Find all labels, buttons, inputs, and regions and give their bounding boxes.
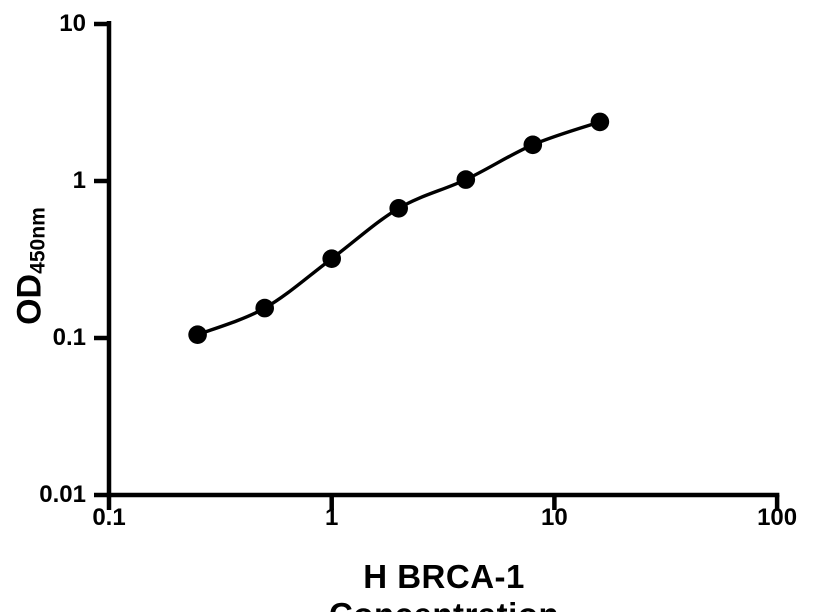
data-point xyxy=(255,298,274,318)
x-axis-title-text: H BRCA-1 Concentration (ng/mL) xyxy=(329,558,559,612)
y-tick-label: 1 xyxy=(72,167,86,194)
data-point xyxy=(523,135,543,155)
data-point xyxy=(456,170,476,189)
data-point xyxy=(322,249,342,268)
x-tick-label: 10 xyxy=(541,504,568,531)
y-axis-title-subscript: 450nm xyxy=(26,207,50,274)
data-point xyxy=(590,112,610,132)
data-point xyxy=(389,199,409,218)
y-axis-title: OD450nm xyxy=(11,207,50,325)
x-tick-label: 100 xyxy=(757,504,798,531)
x-axis-title: H BRCA-1 Concentration (ng/mL) xyxy=(329,558,559,612)
x-tick-label: 0.1 xyxy=(92,504,126,531)
y-tick-label: 10 xyxy=(59,10,86,37)
y-tick-label: 0.01 xyxy=(39,481,86,508)
y-tick-label: 0.1 xyxy=(52,324,86,351)
y-axis-title-main: OD xyxy=(10,273,49,325)
data-point xyxy=(188,325,207,345)
x-tick-label: 1 xyxy=(325,504,339,531)
